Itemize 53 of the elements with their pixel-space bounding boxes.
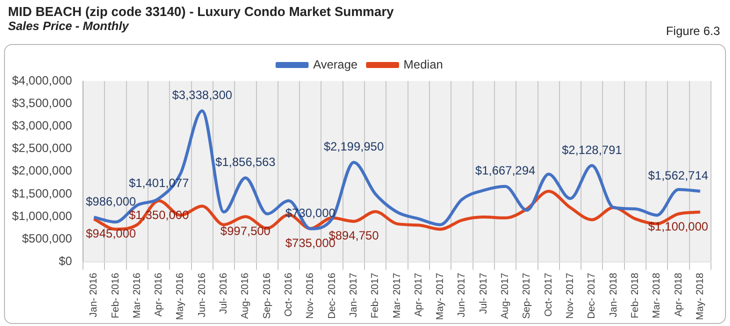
data-label: $986,000 bbox=[86, 194, 136, 209]
caption: Figure 6.3 bbox=[666, 24, 720, 38]
x-tick-label: Dec- 2017 bbox=[586, 272, 598, 319]
x-tick-label: Sep- 2016 bbox=[262, 272, 273, 319]
data-label: $1,856,563 bbox=[215, 155, 276, 170]
data-label: $945,000 bbox=[86, 226, 136, 240]
y-tick-label: $0 bbox=[58, 254, 72, 268]
x-tick-label: Jan- 2016 bbox=[88, 272, 100, 318]
x-tick-label: Oct- 2017 bbox=[543, 272, 554, 317]
data-label: $997,500 bbox=[220, 224, 271, 238]
x-tick-label: Apr- 2017 bbox=[413, 272, 424, 317]
x-tick-label: Aug- 2016 bbox=[240, 272, 252, 319]
x-tick-label: Jul- 2017 bbox=[478, 272, 490, 314]
x-tick-label: Apr- 2018 bbox=[673, 272, 684, 317]
y-tick-label: $3,500,000 bbox=[12, 96, 72, 110]
y-tick-label: $2,500,000 bbox=[12, 141, 72, 156]
x-tick-label: Feb- 2016 bbox=[110, 272, 122, 318]
x-tick-label: Nov- 2016 bbox=[305, 272, 316, 319]
data-label: $3,338,300 bbox=[172, 88, 233, 102]
x-tick-label: Mar- 2016 bbox=[132, 272, 143, 318]
x-tick-label: Apr- 2016 bbox=[154, 272, 165, 317]
data-label: $2,128,791 bbox=[562, 142, 622, 157]
x-tick-label: Mar- 2017 bbox=[392, 272, 403, 318]
legend-label: Median bbox=[404, 57, 443, 72]
x-tick-label: Oct- 2016 bbox=[284, 272, 295, 317]
data-label: $2,199,950 bbox=[324, 140, 384, 154]
x-tick-label: Feb- 2017 bbox=[370, 272, 382, 318]
y-tick-label: $2,000,000 bbox=[12, 164, 72, 178]
x-tick-label: Aug- 2017 bbox=[500, 272, 512, 319]
x-tick-label: Dec- 2016 bbox=[326, 272, 338, 319]
x-tick-label: Feb- 2018 bbox=[630, 272, 641, 318]
y-tick-label: $1,000,000 bbox=[12, 208, 72, 223]
legend-label: Average bbox=[313, 57, 358, 72]
x-tick-label: Jan- 2017 bbox=[348, 272, 360, 318]
y-tick-label: $4,000,000 bbox=[12, 73, 72, 88]
x-tick-label: Jun- 2016 bbox=[196, 272, 208, 318]
x-tick-label: May- 2018 bbox=[694, 272, 706, 320]
x-tick-label: Mar- 2018 bbox=[652, 272, 663, 318]
x-tick-label: May- 2017 bbox=[435, 272, 446, 320]
data-label: $1,562,714 bbox=[648, 168, 708, 182]
chart-subtitle: Sales Price - Monthly bbox=[8, 19, 129, 33]
x-tick-label: Jan- 2018 bbox=[608, 272, 620, 318]
y-tick-label: $1,500,000 bbox=[12, 186, 72, 200]
y-tick-label: $500,000 bbox=[22, 231, 72, 246]
x-tick-label: May- 2016 bbox=[175, 272, 186, 320]
x-tick-label: Sep- 2017 bbox=[522, 272, 533, 319]
x-tick-label: Jun- 2017 bbox=[456, 272, 468, 318]
data-label: $1,100,000 bbox=[648, 219, 708, 234]
y-tick-label: $3,000,000 bbox=[12, 118, 72, 132]
chart-title: MID BEACH (zip code 33140) - Luxury Condo Market Summary bbox=[8, 4, 395, 19]
data-label: $1,667,294 bbox=[475, 164, 536, 178]
x-tick-label: Nov- 2017 bbox=[565, 272, 576, 319]
x-tick-label: Jul- 2016 bbox=[218, 272, 230, 314]
